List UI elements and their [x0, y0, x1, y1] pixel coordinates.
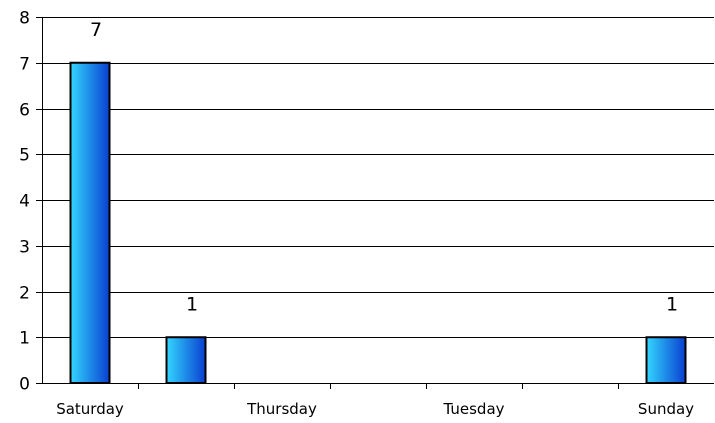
y-tick-label-4: 4	[19, 192, 30, 212]
bar-6	[645, 336, 687, 384]
bar-0	[69, 61, 111, 384]
x-tick-label-tuesday: Tuesday	[442, 400, 504, 418]
y-tick-label-1: 1	[19, 329, 30, 349]
y-tick-label-2: 2	[19, 284, 30, 304]
y-tick-label-7: 7	[19, 55, 30, 75]
y-tick-label-0: 0	[19, 375, 30, 395]
gridlines	[42, 17, 714, 338]
data-label-6: 1	[666, 293, 678, 315]
x-tick-label-thursday: Thursday	[246, 400, 317, 418]
y-tick-label-3: 3	[19, 238, 30, 258]
x-tick-label-sunday: Sunday	[638, 400, 694, 418]
y-tick-label-8: 8	[19, 9, 30, 29]
data-label-1: 1	[186, 293, 198, 315]
axes	[36, 17, 714, 389]
y-tick-label-5: 5	[19, 146, 30, 166]
y-tick-label-6: 6	[19, 101, 30, 121]
bar-1	[165, 336, 207, 384]
bars	[69, 61, 687, 384]
data-label-0: 7	[90, 19, 102, 41]
labels: 0 1 2 3 4 5 6 7 8 Saturday Thursday Tuesday Sunday 7 1…	[19, 9, 694, 419]
x-tick-label-saturday: Saturday	[56, 400, 124, 418]
